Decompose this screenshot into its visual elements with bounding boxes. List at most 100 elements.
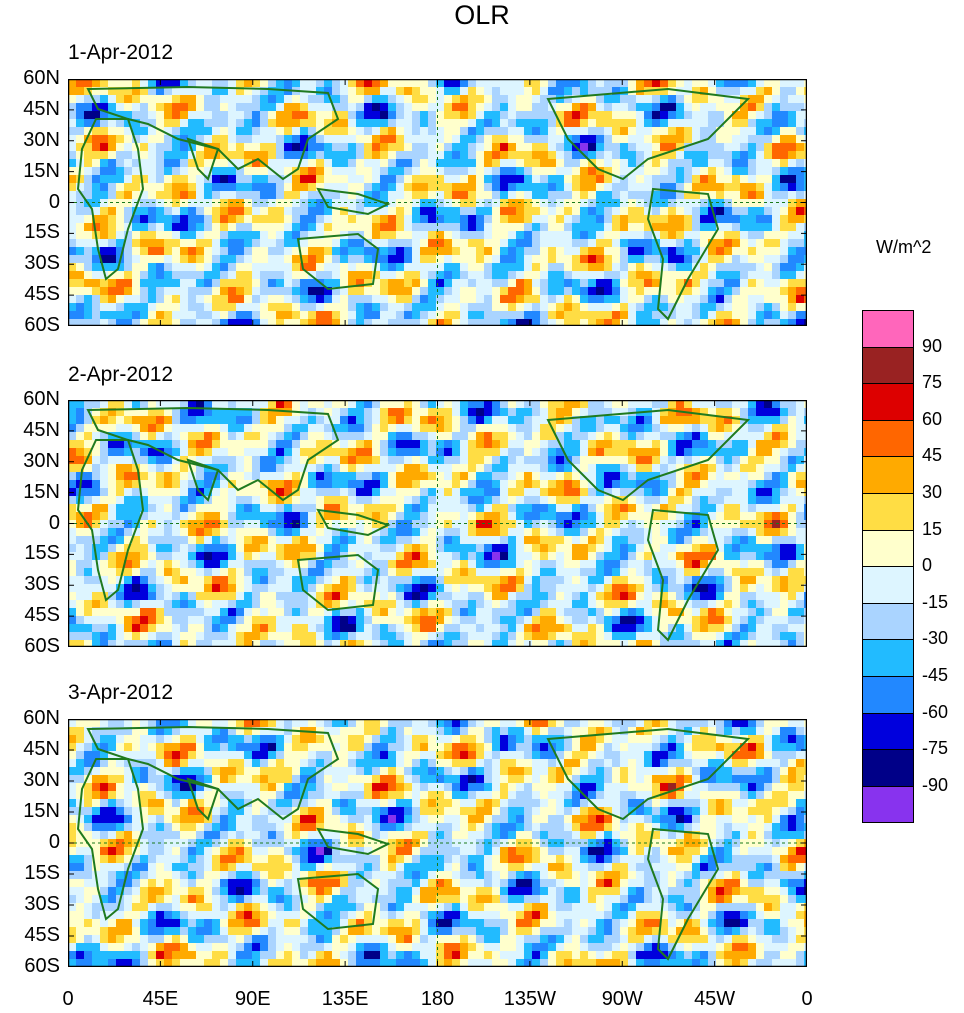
olr-cell xyxy=(556,456,565,465)
olr-cell xyxy=(436,295,445,304)
olr-cell xyxy=(804,127,807,136)
olr-cell xyxy=(700,448,709,457)
olr-cell xyxy=(140,239,149,248)
olr-cell xyxy=(556,408,565,417)
olr-cell xyxy=(532,504,541,513)
olr-cell xyxy=(220,319,229,326)
olr-cell xyxy=(260,263,269,272)
olr-cell xyxy=(780,432,789,441)
olr-cell xyxy=(140,456,149,465)
olr-cell xyxy=(260,424,269,433)
olr-cell xyxy=(492,504,501,513)
olr-cell xyxy=(740,215,749,224)
olr-cell xyxy=(636,536,645,545)
olr-cell xyxy=(68,271,77,280)
olr-cell xyxy=(404,480,413,489)
olr-cell xyxy=(796,119,805,128)
olr-cell xyxy=(444,303,453,312)
olr-cell xyxy=(164,464,173,473)
olr-cell xyxy=(484,400,493,409)
olr-cell xyxy=(140,576,149,585)
olr-cell xyxy=(540,111,549,120)
olr-cell xyxy=(652,488,661,497)
olr-cell xyxy=(476,151,485,160)
olr-cell xyxy=(204,151,213,160)
olr-cell xyxy=(604,135,613,144)
olr-cell xyxy=(628,480,637,489)
olr-cell xyxy=(556,191,565,200)
olr-cell xyxy=(412,303,421,312)
olr-cell xyxy=(268,255,277,264)
olr-cell xyxy=(788,119,797,128)
olr-cell xyxy=(556,183,565,192)
olr-cell xyxy=(204,528,213,537)
olr-cell xyxy=(404,456,413,465)
olr-cell xyxy=(588,271,597,280)
olr-cell xyxy=(516,512,525,521)
olr-cell xyxy=(292,143,301,152)
olr-cell xyxy=(708,175,717,184)
olr-cell xyxy=(748,520,757,529)
olr-cell xyxy=(180,560,189,569)
olr-cell xyxy=(164,183,173,192)
olr-cell xyxy=(580,448,589,457)
olr-cell xyxy=(540,199,549,208)
olr-cell xyxy=(420,528,429,537)
olr-cell xyxy=(676,472,685,481)
olr-cell xyxy=(284,103,293,112)
olr-cell xyxy=(804,400,807,409)
olr-cell xyxy=(684,416,693,425)
olr-cell xyxy=(460,512,469,521)
olr-cell xyxy=(76,512,85,521)
olr-cell xyxy=(460,416,469,425)
olr-cell xyxy=(68,103,77,112)
olr-cell xyxy=(668,440,677,449)
olr-cell xyxy=(284,552,293,561)
olr-cell xyxy=(244,400,253,409)
olr-cell xyxy=(652,432,661,441)
olr-cell xyxy=(508,207,517,216)
olr-cell xyxy=(276,311,285,320)
olr-cell xyxy=(652,255,661,264)
olr-cell xyxy=(580,456,589,465)
olr-cell xyxy=(228,568,237,577)
olr-cell xyxy=(212,456,221,465)
olr-cell xyxy=(588,536,597,545)
olr-cell xyxy=(756,319,765,326)
olr-cell xyxy=(380,544,389,553)
olr-cell xyxy=(604,520,613,529)
olr-cell xyxy=(340,295,349,304)
olr-cell xyxy=(300,416,309,425)
olr-cell xyxy=(556,207,565,216)
olr-cell xyxy=(276,183,285,192)
olr-cell xyxy=(436,528,445,537)
olr-cell xyxy=(732,143,741,152)
olr-cell xyxy=(572,231,581,240)
olr-cell xyxy=(420,239,429,248)
olr-cell xyxy=(372,175,381,184)
olr-cell xyxy=(92,111,101,120)
olr-cell xyxy=(508,472,517,481)
olr-cell xyxy=(628,95,637,104)
olr-cell xyxy=(100,303,109,312)
olr-cell xyxy=(84,151,93,160)
olr-cell xyxy=(692,287,701,296)
olr-cell xyxy=(468,480,477,489)
olr-cell xyxy=(700,295,709,304)
olr-cell xyxy=(796,87,805,96)
olr-cell xyxy=(716,95,725,104)
olr-cell xyxy=(732,239,741,248)
olr-cell xyxy=(332,456,341,465)
olr-cell xyxy=(564,143,573,152)
olr-cell xyxy=(756,95,765,104)
olr-cell xyxy=(76,319,85,326)
olr-cell xyxy=(804,295,807,304)
olr-cell xyxy=(604,271,613,280)
olr-cell xyxy=(580,231,589,240)
olr-cell xyxy=(308,440,317,449)
olr-cell xyxy=(340,103,349,112)
olr-cell xyxy=(668,79,677,88)
olr-cell xyxy=(476,215,485,224)
olr-cell xyxy=(540,400,549,409)
olr-cell xyxy=(716,247,725,256)
